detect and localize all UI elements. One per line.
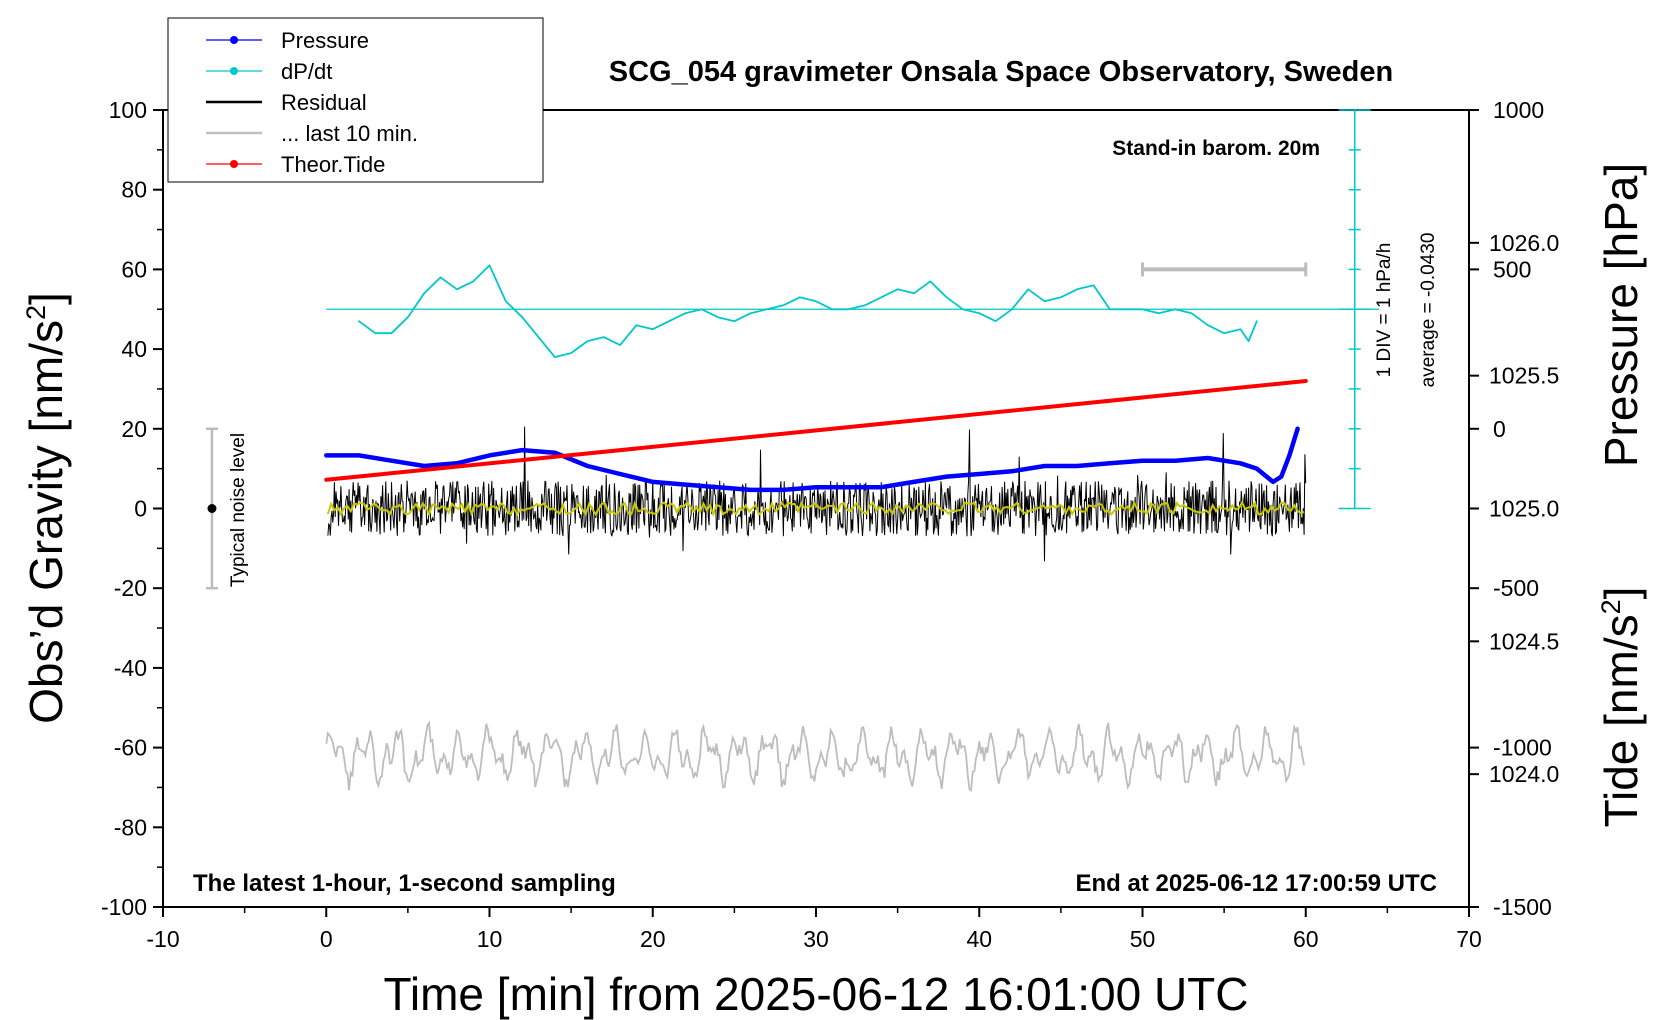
stand-in-annotation: Stand-in barom. 20m [1112,137,1320,160]
residual-filtered-line [326,500,1305,518]
end-annotation: End at 2025-06-12 17:00:59 UTC [1076,870,1438,897]
x-tick-label: 30 [803,926,829,952]
y-left-tick-label: -60 [114,735,147,761]
y-left-tick-label: -100 [101,894,147,920]
x-tick-label: 60 [1293,926,1319,952]
noise-indicator [205,427,218,590]
pressure-tick-label: 1026.0 [1489,230,1559,256]
series-line-dp-dt [357,264,1258,359]
residual-series-line [327,426,1307,562]
series-line-theor-tide [324,379,1308,482]
tide-axis-title: Tide [nm/s2] [1595,587,1647,828]
legend: Pressure dP/dt Residual ... last 10 min. The… [167,17,544,183]
y-left-tick-label: 100 [109,97,147,123]
x-axis-ticks: -10 0 10 20 30 40 50 60 70 [146,907,1482,952]
series-line-pressure [324,426,1300,493]
legend-box [167,17,544,183]
legend-label: Residual [281,90,367,115]
y-left-tick-label: 20 [121,416,147,442]
legend-swatch-marker [230,160,238,168]
tide-axis-title-end: ] [1595,587,1647,600]
tide-tick-label: -500 [1493,575,1539,601]
legend-label: Theor.Tide [281,152,385,177]
x-tick-label: 20 [640,926,666,952]
noise-annotation: Typical noise level [228,433,249,587]
tide-axis-title-main: Tide [nm/s [1595,614,1647,827]
y-left-tick-label: 80 [121,177,147,203]
tide-tick-label: 500 [1493,256,1531,282]
dpdt-scale-bar [326,109,1380,510]
tide-tick-label: -1000 [1493,735,1552,761]
y-left-axis-title-sup: 2 [21,305,51,320]
legend-label: ... last 10 min. [281,121,418,146]
last-10min-series-line [325,720,1305,792]
legend-swatch-marker [230,36,238,44]
pressure-tick-label: 1024.5 [1489,628,1559,654]
tide-tick-label: -1500 [1493,894,1552,920]
y-left-axis-ticks: 100 80 60 40 20 0 -20 -40 -60 -80 -100 [101,97,163,920]
series-layer [324,262,1308,792]
tide-tick-label: 1000 [1493,97,1544,123]
tide-axis-title-sup: 2 [1596,599,1626,614]
x-tick-label: 10 [477,926,503,952]
tide-axis-ticks: 1000 500 0 -500 -1000 -1500 [1469,97,1552,920]
x-tick-label: 50 [1130,926,1156,952]
latest-annotation: The latest 1-hour, 1-second sampling [193,870,616,897]
pressure-tick-label: 1025.5 [1489,363,1559,389]
x-tick-label: -10 [146,926,179,952]
div-annotation: 1 DIV = 1 hPa/h [1374,243,1395,378]
pressure-axis-ticks: 1026.0 1025.5 1025.0 1024.5 1024.0 [1469,230,1559,787]
x-tick-label: 70 [1456,926,1482,952]
legend-swatch-marker [230,67,238,75]
x-tick-label: 40 [966,926,992,952]
legend-label: dP/dt [281,59,332,84]
y-left-tick-label: -80 [114,814,147,840]
chart-title: SCG_054 gravimeter Onsala Space Observat… [609,56,1393,88]
y-left-tick-label: 0 [134,496,147,522]
pressure-tick-label: 1025.0 [1489,496,1559,522]
average-annotation: average = -0.0430 [1418,233,1439,388]
pressure-tick-label: 1024.0 [1489,761,1559,787]
y-left-axis-title: Obs’d Gravity [nm/s2] [20,292,72,724]
noise-center-dot [207,504,217,513]
x-tick-label: 0 [320,926,333,952]
pressure-axis-title: Pressure [hPa] [1595,163,1647,467]
y-left-axis-title-end: ] [20,292,72,305]
y-left-tick-label: 60 [121,256,147,282]
legend-label: Pressure [281,28,369,53]
x-axis-title: Time [min] from 2025-06-12 16:01:00 UTC [384,968,1249,1020]
y-left-tick-label: -40 [114,655,147,681]
y-left-tick-label: 40 [121,336,147,362]
y-left-tick-label: -20 [114,575,147,601]
y-left-axis-title-main: Obs’d Gravity [nm/s [20,320,72,724]
tide-tick-label: 0 [1493,416,1506,442]
